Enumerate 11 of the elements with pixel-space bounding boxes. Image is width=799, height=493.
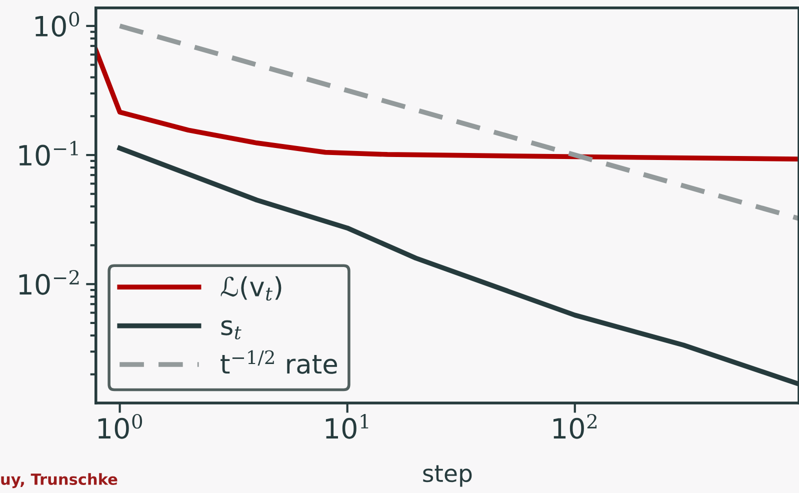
x-tick-label: 10$^{2}$: [553, 414, 596, 439]
legend-label: t$^{−1/2}$ rate: [220, 350, 337, 374]
x-tick-label: 10$^{0}$: [98, 414, 142, 439]
y-tick-label: 10$^{−1}$: [19, 140, 78, 166]
y-tick-label: 10$^{0}$: [35, 12, 80, 37]
legend-label: s$_{t}$: [221, 320, 242, 340]
x-axis-title: step: [423, 465, 472, 487]
legend-label: ℒ(v$_{t}$): [220, 276, 282, 301]
text: uy, Trunschke: [1, 473, 118, 488]
y-tick-label: 10$^{−2}$: [19, 270, 79, 295]
x-tick-label: 10$^{1}$: [326, 414, 368, 439]
